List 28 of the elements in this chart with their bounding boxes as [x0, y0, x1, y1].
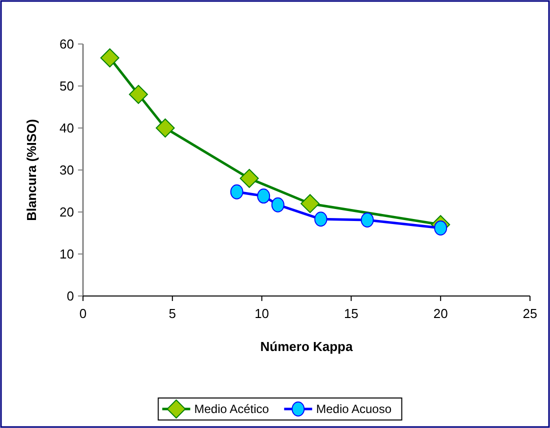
y-tick-label: 60 [60, 36, 74, 52]
point [100, 48, 120, 68]
x-tick-label: 0 [79, 306, 87, 321]
point [240, 168, 259, 188]
x-tick-label: 10 [254, 306, 270, 321]
point [314, 212, 328, 227]
point [434, 220, 448, 236]
point [230, 184, 244, 200]
y-tick-label: 50 [60, 78, 74, 94]
x-axis-title: Número Kappa [260, 339, 354, 354]
x-tick-label: 5 [168, 306, 176, 321]
x-tick-label: 15 [344, 306, 358, 321]
point [300, 194, 320, 214]
point [271, 197, 284, 212]
y-tick-label: 40 [60, 120, 74, 136]
y-tick-label: 20 [60, 204, 74, 220]
y-tick-label: 0 [66, 288, 74, 304]
x-tick-label: 20 [433, 306, 448, 321]
y-tick-label: 30 [60, 162, 74, 178]
legend-label: Medio Acuoso [316, 402, 392, 416]
point [128, 84, 148, 104]
point [156, 118, 175, 138]
y-axis-title: Blancura (%ISO) [24, 119, 39, 221]
legend-label: Medio Acético [194, 402, 270, 416]
point [360, 212, 374, 228]
point [257, 188, 270, 204]
x-tick-label: 25 [522, 306, 538, 321]
y-tick-label: 10 [60, 246, 74, 262]
